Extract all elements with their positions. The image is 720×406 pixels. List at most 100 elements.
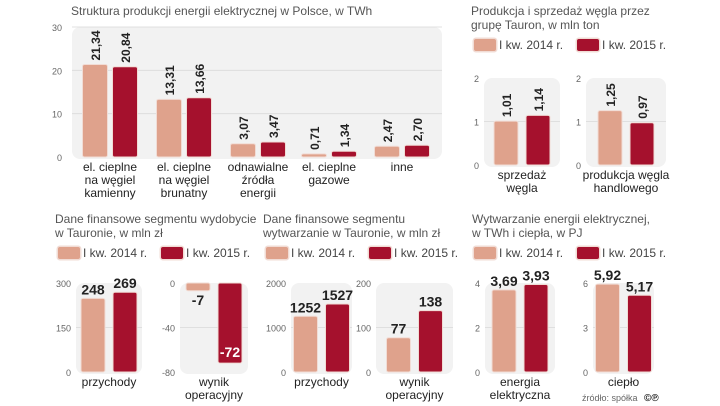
chart4-data-label: 1527	[322, 287, 353, 303]
legend-label-2015: I kw. 2015 r.	[602, 246, 667, 260]
chart5-category-label: energia	[500, 375, 540, 389]
chart4-bar	[293, 315, 318, 373]
chart5-data-label: 5,17	[626, 278, 653, 294]
chart5-bar	[523, 284, 549, 373]
chart1-data-label: 2,47	[381, 119, 395, 143]
chart3-ytick: -40	[162, 324, 175, 334]
chart1-title: Struktura produkcji energii elektrycznej…	[71, 4, 373, 18]
chart5-ytick: 2	[475, 324, 480, 334]
chart4-data-label: 138	[419, 294, 443, 310]
chart5-category-label: ciepło	[608, 375, 640, 389]
chart1-category-label: gazowe	[308, 173, 350, 187]
legend-swatch-2014	[58, 247, 80, 259]
chart2-bar	[597, 110, 623, 166]
chart1-data-label: 3,07	[237, 116, 251, 140]
chart1-bar	[186, 97, 212, 158]
chart2-ytick: 2	[474, 74, 479, 84]
chart2-legend: I kw. 2014 r. I kw. 2015 r.	[474, 38, 680, 52]
chart2-data-label: 1,01	[500, 93, 514, 117]
chart2-bar	[629, 122, 655, 166]
chart2-data-label: 1,14	[532, 88, 546, 112]
chart5-category-label: elektryczna	[490, 388, 551, 402]
chart2-category-label: węgla	[505, 181, 538, 195]
chart1-category-label: el. cieplne	[302, 160, 356, 174]
legend-swatch-2015	[161, 247, 184, 259]
chart4-ytick: 0	[366, 368, 371, 378]
legend-label-2014: I kw. 2014 r.	[291, 246, 356, 260]
chart4-ytick: 0	[281, 368, 286, 378]
chart1-data-label: 0,71	[308, 126, 322, 150]
legend-swatch-2015	[577, 247, 600, 259]
chart5-ytick: 0	[583, 368, 588, 378]
legend-label-2014: I kw. 2014 r.	[499, 38, 564, 52]
chart5-ytick: 3	[583, 324, 588, 334]
chart1-bar	[404, 144, 430, 158]
chart2-category-label: handlowego	[594, 181, 659, 195]
chart1-category-label: energii	[240, 186, 276, 200]
chart1-data-label: 3,47	[267, 114, 281, 138]
chart2-data-label: 0,97	[636, 95, 650, 119]
chart2-ytick: 0	[474, 161, 479, 171]
chart3-category-label: operacyjny	[185, 388, 243, 402]
chart1-bar	[156, 98, 182, 158]
source-text: źródło: spółka	[582, 393, 638, 403]
chart1-category-label: na węgiel	[85, 173, 136, 187]
chart1-bar	[301, 153, 327, 158]
chart3-ytick: 150	[56, 324, 71, 334]
legend-label-2015: I kw. 2015 r.	[602, 38, 667, 52]
chart3-data-label: -72	[220, 344, 240, 360]
chart3-bar	[112, 291, 138, 373]
chart3-ytick: -80	[162, 368, 175, 378]
chart1-data-label: 13,66	[193, 63, 207, 93]
chart5-data-label: 3,69	[490, 273, 517, 289]
chart1-ytick: 0	[57, 153, 62, 163]
chart3-category-label: przychody	[82, 375, 137, 389]
chart4-ytick: 200	[356, 279, 371, 289]
legend-swatch-2014	[474, 39, 496, 51]
chart4-data-label: 77	[391, 321, 407, 337]
chart1-bar	[331, 150, 357, 158]
chart3-ytick: 0	[66, 368, 71, 378]
chart3-category-label: wynik	[198, 375, 230, 389]
chart1-category-label: inne	[391, 160, 414, 174]
chart3-data-label: 248	[81, 281, 105, 297]
legend-label-2014: I kw. 2014 r.	[499, 246, 564, 260]
chart1-category-label: el. cieplne	[83, 160, 137, 174]
chart1-category-label: odnawialne	[228, 160, 289, 174]
chart1-bar	[82, 64, 108, 158]
chart4-bar	[418, 310, 443, 373]
chart5-bar	[491, 289, 517, 373]
chart4-ytick: 1000	[266, 324, 286, 334]
chart5-legend: I kw. 2014 r. I kw. 2015 r.	[474, 246, 680, 260]
chart5-title: Wytwarzanie energii elektrycznej, w TWh …	[472, 212, 650, 240]
chart1-data-label: 13,31	[163, 65, 177, 95]
chart1-category-label: kamienny	[84, 186, 135, 200]
chart2-ytick: 2	[576, 74, 581, 84]
chart2-ytick: 1	[474, 118, 479, 128]
chart1-ytick: 10	[52, 110, 62, 120]
source-note: źródło: spółka ©℗	[582, 393, 659, 404]
chart4-bar	[386, 337, 411, 373]
chart3-data-label: 269	[113, 275, 137, 291]
chart5-bar	[595, 283, 620, 373]
chart3-bar	[185, 282, 211, 292]
chart5-ytick: 0	[475, 368, 480, 378]
chart4-legend: I kw. 2014 r. I kw. 2015 r.	[266, 246, 472, 260]
chart4-bar	[325, 303, 350, 373]
chart5-bar	[627, 294, 652, 373]
chart2-ytick: 0	[576, 161, 581, 171]
chart3-bar	[80, 297, 106, 373]
chart2-bar	[493, 120, 519, 166]
chart1-data-label: 2,70	[411, 118, 425, 142]
legend-swatch-2014	[474, 247, 496, 259]
chart1-category-label: brunatny	[161, 186, 208, 200]
chart4-title: Dane finansowe segmentu wytwarzanie w Ta…	[263, 212, 441, 240]
chart3-bar	[217, 282, 243, 364]
chart1-data-label: 1,34	[338, 124, 352, 148]
legend-swatch-2014	[266, 247, 288, 259]
legend-label-2014: I kw. 2014 r.	[83, 246, 148, 260]
chart1-data-label: 20,84	[119, 32, 133, 62]
chart1-category-label: na węgiel	[159, 173, 210, 187]
chart2-data-label: 1,25	[604, 83, 618, 107]
